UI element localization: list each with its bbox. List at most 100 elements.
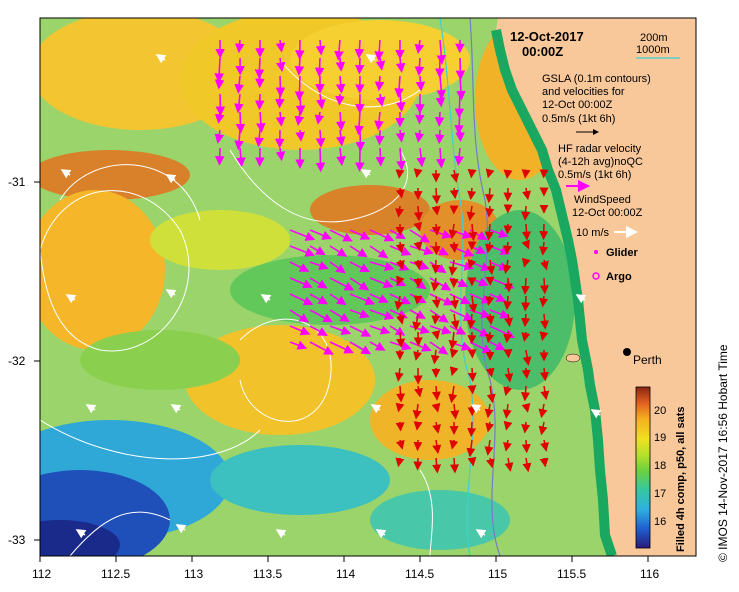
current-arrow bbox=[448, 385, 458, 404]
current-arrow bbox=[466, 205, 476, 222]
current-arrow bbox=[431, 259, 441, 274]
current-arrow bbox=[539, 367, 549, 382]
hf-radar-arrow bbox=[369, 229, 395, 242]
wind-arrow bbox=[165, 289, 177, 299]
hf-radar-arrow bbox=[434, 111, 445, 127]
current-arrow bbox=[430, 349, 440, 365]
current-arrow bbox=[432, 421, 441, 434]
contour-legend-1000m: 1000m bbox=[636, 44, 670, 56]
current-arrow bbox=[431, 187, 441, 205]
current-arrow bbox=[467, 168, 477, 179]
current-arrow bbox=[413, 241, 423, 252]
hf-radar-arrow bbox=[429, 293, 454, 306]
hf-radar-arrow bbox=[435, 93, 446, 108]
current-arrow bbox=[485, 367, 495, 378]
hf-radar-arrow bbox=[336, 147, 346, 167]
current-arrow bbox=[504, 457, 514, 472]
current-arrow bbox=[414, 385, 423, 398]
hf-radar-arrow bbox=[215, 93, 226, 117]
current-arrow bbox=[522, 349, 532, 366]
vector-layer bbox=[60, 39, 602, 539]
current-arrow bbox=[486, 259, 496, 275]
hf-radar-arrow bbox=[289, 293, 314, 306]
hf-radar-arrow bbox=[214, 111, 225, 124]
legend-hf-1: HF radar velocity bbox=[558, 143, 642, 155]
hf-radar-arrow bbox=[414, 39, 425, 55]
y-axis: -31 -32 -33 bbox=[8, 175, 40, 547]
contour-200m bbox=[469, 18, 501, 556]
current-arrow bbox=[467, 421, 477, 438]
hf-radar-arrow bbox=[329, 261, 346, 274]
sla-contours bbox=[40, 59, 433, 556]
current-arrow bbox=[504, 313, 514, 328]
current-arrow bbox=[431, 402, 441, 413]
current-arrow bbox=[412, 313, 422, 331]
hf-radar-arrow bbox=[415, 75, 426, 92]
sst-patch bbox=[40, 150, 190, 200]
current-arrow bbox=[503, 439, 512, 452]
hf-radar-arrow bbox=[309, 229, 333, 240]
current-arrow bbox=[468, 223, 478, 242]
hf-radar-arrow bbox=[489, 293, 507, 302]
current-arrow bbox=[485, 421, 495, 433]
hf-radar-arrow bbox=[434, 129, 445, 145]
current-arrow bbox=[521, 223, 531, 241]
current-arrow bbox=[413, 295, 423, 305]
x-tick-label: 113 bbox=[184, 567, 203, 581]
hf-radar-arrow bbox=[309, 293, 329, 305]
current-arrow bbox=[484, 187, 494, 204]
current-arrow bbox=[395, 402, 405, 413]
wind-arrow bbox=[65, 294, 77, 304]
legend-wind-2: 12-Oct 00:00Z bbox=[572, 207, 643, 219]
wind-arrow bbox=[170, 404, 182, 414]
colorbar-gradient bbox=[635, 386, 651, 549]
current-arrow bbox=[503, 223, 513, 235]
wind-arrow bbox=[375, 529, 387, 539]
current-arrow bbox=[485, 313, 495, 325]
hf-radar-arrow bbox=[449, 293, 471, 305]
legend-hf-scale: 0.5m/s (1kt 6h) bbox=[558, 169, 631, 181]
current-arrow bbox=[395, 457, 405, 468]
hf-radar-arrow bbox=[275, 147, 286, 162]
wind-arrow bbox=[60, 169, 72, 179]
hf-radar-arrow bbox=[309, 277, 328, 289]
hf-radar-arrow bbox=[289, 309, 310, 323]
hf-radar-arrow bbox=[329, 293, 347, 306]
wind-arrow bbox=[475, 529, 487, 539]
hf-radar-arrow bbox=[329, 309, 350, 323]
current-arrow bbox=[521, 257, 531, 268]
current-arrow bbox=[503, 169, 513, 179]
current-arrow bbox=[540, 385, 550, 401]
hf-radar-arrow bbox=[375, 57, 386, 71]
hf-radar-arrow bbox=[214, 129, 225, 144]
hf-radar-arrow bbox=[275, 57, 286, 72]
current-arrow bbox=[413, 259, 423, 270]
current-arrow bbox=[538, 421, 548, 436]
argo-marker bbox=[592, 272, 600, 280]
hf-radar-arrow bbox=[349, 293, 376, 306]
current-arrow bbox=[432, 439, 442, 455]
y-tick-label: -31 bbox=[8, 175, 26, 189]
current-arrow bbox=[521, 331, 531, 342]
wind-arrow bbox=[575, 294, 587, 304]
sla-contour bbox=[229, 149, 409, 223]
current-arrow bbox=[431, 330, 441, 340]
current-arrow bbox=[467, 187, 477, 201]
sst-patch bbox=[370, 490, 510, 550]
hf-radar-arrow bbox=[369, 341, 386, 351]
current-arrow bbox=[396, 331, 406, 348]
sst-patch bbox=[310, 185, 430, 235]
x-tick-label: 114.5 bbox=[405, 567, 434, 581]
hf-radar-arrow bbox=[315, 129, 326, 148]
hf-radar-arrow bbox=[329, 341, 354, 354]
hf-radar-arrow bbox=[335, 57, 346, 72]
hf-radar-arrow bbox=[415, 111, 425, 125]
hf-radar-arrow bbox=[254, 93, 265, 111]
wind-arrow bbox=[175, 524, 187, 534]
header-time: 00:00Z bbox=[522, 44, 563, 59]
hf-radar-arrow bbox=[294, 57, 305, 76]
sst-patch bbox=[210, 445, 390, 515]
current-arrow bbox=[449, 439, 459, 450]
current-arrow bbox=[540, 313, 550, 330]
current-arrow bbox=[485, 241, 494, 254]
